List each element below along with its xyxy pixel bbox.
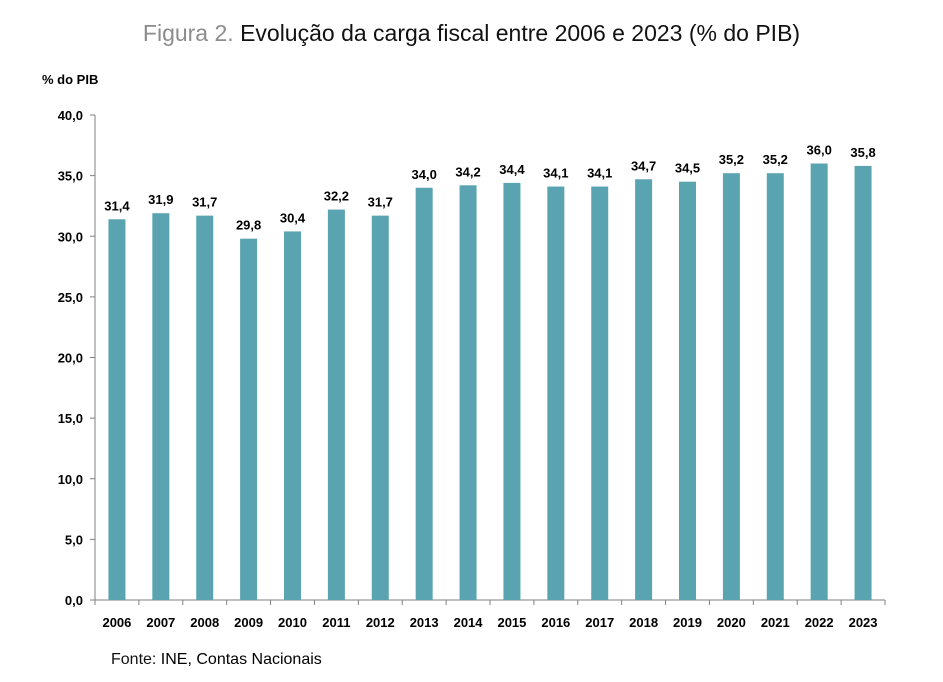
bar-2012 (371, 215, 389, 600)
data-label-2022: 36,0 (807, 143, 832, 158)
bar-2023 (854, 165, 872, 601)
data-label-2009: 29,8 (236, 218, 261, 233)
x-tick-label-2007: 2007 (146, 615, 175, 630)
x-tick-label-2009: 2009 (234, 615, 263, 630)
bar-2013 (415, 187, 433, 600)
x-tick-label-2013: 2013 (410, 615, 439, 630)
bar-2009 (240, 238, 258, 601)
figure-title-text: Evolução da carga fiscal entre 2006 e 20… (240, 20, 801, 46)
bar-2019 (679, 181, 696, 600)
x-tick-label-2010: 2010 (278, 615, 307, 630)
bar-2006 (108, 219, 126, 600)
source-note: Fonte: INE, Contas Nacionais (111, 651, 322, 669)
data-label-2017: 34,1 (587, 166, 612, 181)
source-label: Fonte: (111, 651, 157, 668)
y-tick-label: 20,0 (58, 351, 83, 366)
data-label-2008: 31,7 (192, 195, 217, 210)
data-label-2011: 32,2 (324, 189, 349, 204)
data-label-2018: 34,7 (631, 158, 656, 173)
bar-2014 (459, 185, 477, 600)
x-tick-label-2018: 2018 (629, 615, 658, 630)
x-tick-label-2014: 2014 (454, 615, 484, 630)
data-label-2023: 35,8 (850, 145, 875, 160)
data-label-2021: 35,2 (763, 152, 788, 167)
x-tick-label-2012: 2012 (366, 615, 395, 630)
y-tick-label: 35,0 (58, 169, 83, 184)
bar-2016 (547, 186, 565, 600)
x-tick-label-2019: 2019 (673, 615, 702, 630)
data-label-2007: 31,9 (148, 192, 173, 207)
bar-2017 (591, 186, 609, 600)
x-tick-label-2016: 2016 (541, 615, 570, 630)
x-tick-label-2021: 2021 (761, 615, 790, 630)
bar-chart: % do PIB 0,0 5,0 10,0 15,0 20,0 25,0 30,0 35,0 40… (42, 72, 886, 630)
data-label-2014: 34,2 (455, 164, 480, 179)
bar-2022 (810, 163, 828, 600)
data-label-2016: 34,1 (543, 166, 568, 181)
y-tick-label: 10,0 (58, 472, 83, 487)
data-label-2019: 34,5 (675, 161, 700, 176)
x-tick-label-2017: 2017 (585, 615, 614, 630)
bar-2008 (196, 215, 214, 600)
data-label-2013: 34,0 (412, 167, 437, 182)
bar-2015 (503, 182, 521, 600)
y-tick-label: 15,0 (58, 411, 83, 426)
x-tick-label-2020: 2020 (717, 615, 746, 630)
y-tick-label: 0,0 (65, 593, 83, 608)
y-tick-label: 30,0 (58, 229, 83, 244)
data-label-2015: 34,4 (499, 162, 525, 177)
x-tick-label-2006: 2006 (102, 615, 131, 630)
bar-2011 (327, 209, 345, 600)
data-label-2006: 31,4 (104, 198, 130, 213)
bar-2010 (284, 231, 301, 600)
y-axis-label: % do PIB (42, 72, 98, 87)
bar-2020 (722, 173, 740, 600)
x-tick-label-2015: 2015 (497, 615, 526, 630)
figure-number: Figura 2. (142, 20, 234, 46)
y-tick-label: 40,0 (58, 108, 83, 123)
bar-2021 (766, 173, 784, 600)
figure-title: Figura 2. Evolução da carga fiscal entre… (0, 20, 943, 47)
data-label-2020: 35,2 (719, 152, 744, 167)
x-tick-label-2022: 2022 (805, 615, 834, 630)
bar-2007 (152, 213, 170, 600)
x-tick-label-2011: 2011 (322, 615, 350, 630)
x-tick-label-2023: 2023 (849, 615, 878, 630)
x-tick-label-2008: 2008 (190, 615, 219, 630)
y-tick-label: 5,0 (65, 532, 83, 547)
bar-2018 (635, 179, 653, 600)
source-text: INE, Contas Nacionais (156, 651, 322, 668)
y-tick-label: 25,0 (58, 290, 83, 305)
data-label-2010: 30,4 (280, 210, 306, 225)
data-label-2012: 31,7 (368, 195, 393, 210)
